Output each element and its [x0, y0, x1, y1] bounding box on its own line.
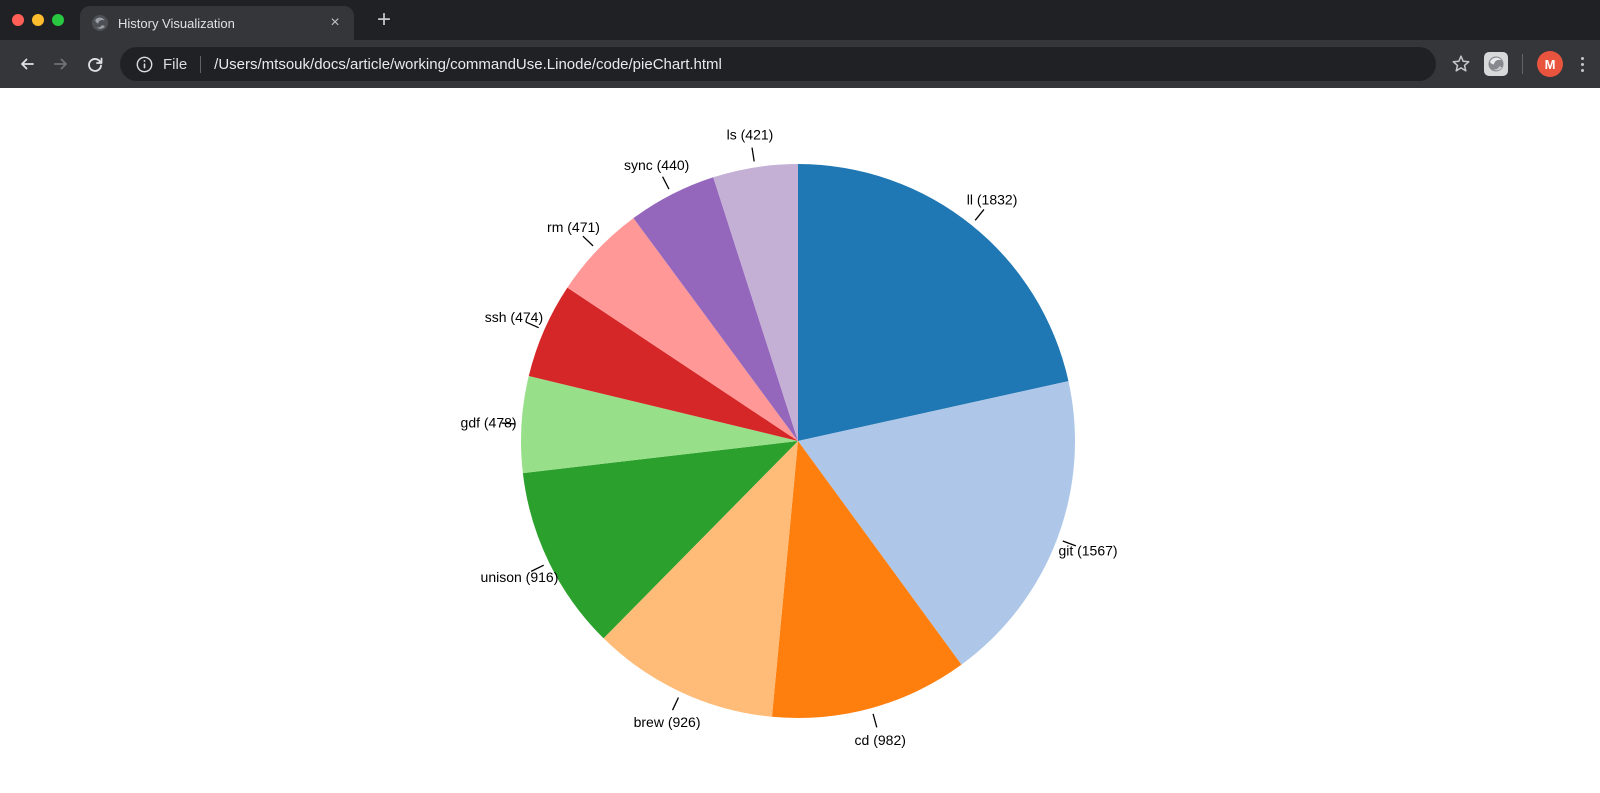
back-button[interactable]: [10, 47, 44, 81]
pie-label-gdf: gdf (478): [461, 414, 517, 430]
pie-label-ls: ls (421): [727, 127, 774, 143]
pie-slice-git: [798, 381, 1075, 665]
pie-tick-gdf: [501, 422, 516, 425]
pie-slice-ls: [713, 164, 798, 441]
info-icon[interactable]: [136, 56, 153, 73]
pie-label-cd: cd (982): [855, 732, 906, 748]
toolbar-right-icons: M: [1450, 51, 1590, 77]
pie-tick-unison: [530, 564, 545, 572]
pie-slice-unison: [522, 441, 798, 639]
kebab-menu-icon: [1581, 56, 1584, 60]
globe-icon: [92, 15, 108, 31]
window-zoom-button[interactable]: [52, 14, 64, 26]
window-close-button[interactable]: [12, 14, 24, 26]
profile-avatar[interactable]: M: [1537, 51, 1563, 77]
pie-slice-gdf: [521, 375, 798, 474]
pie-label-ssh: ssh (474): [485, 309, 543, 325]
pie-tick-ssh: [525, 321, 539, 329]
tab-history-visualization[interactable]: History Visualization ×: [80, 6, 354, 40]
forward-button[interactable]: [44, 47, 78, 81]
pie-label-git: git (1567): [1058, 542, 1117, 558]
toolbar-separator: [1522, 54, 1523, 74]
pie-tick-sync: [662, 176, 670, 190]
tab-close-icon[interactable]: ×: [330, 14, 340, 31]
back-arrow-icon: [21, 58, 34, 70]
tab-strip: History Visualization × +: [0, 0, 1600, 40]
browser-toolbar: File /Users/mtsouk/docs/article/working/…: [0, 40, 1600, 88]
address-bar[interactable]: File /Users/mtsouk/docs/article/working/…: [120, 47, 1436, 81]
pie-label-unison: unison (916): [481, 569, 559, 585]
pie-slice-ll: [798, 164, 1069, 441]
pie-slice-brew: [603, 441, 798, 717]
pie-tick-cd: [872, 713, 878, 728]
pie-tick-ls: [751, 147, 755, 162]
url-separator: [200, 55, 202, 73]
pie-label-ll: ll (1832): [967, 191, 1018, 207]
new-tab-button[interactable]: +: [376, 6, 391, 33]
forward-arrow-icon: [54, 58, 67, 70]
pie-label-brew: brew (926): [634, 714, 701, 730]
pie-slice-ssh: [528, 287, 798, 441]
browser-menu-button[interactable]: [1575, 53, 1590, 76]
extension-button[interactable]: [1484, 52, 1508, 76]
window-minimize-button[interactable]: [32, 14, 44, 26]
pie-label-sync: sync (440): [624, 157, 689, 173]
bookmark-star-icon: [1452, 55, 1470, 72]
window-controls: [12, 14, 64, 26]
extension-logo-icon: [1488, 56, 1504, 72]
pie-slice-rm: [567, 218, 798, 441]
url-scheme-label: File: [163, 55, 188, 73]
pie-tick-git: [1062, 540, 1077, 547]
pie-slice-cd: [771, 441, 962, 718]
pie-tick-brew: [671, 697, 680, 711]
pie-chart: ll (1832) git (1567) cd (982) brew (926) uni…: [461, 127, 1118, 748]
pie-tick-rm: [582, 235, 594, 247]
page-content: ll (1832) git (1567) cd (982) brew (926) uni…: [0, 88, 1600, 793]
bookmark-button[interactable]: [1450, 53, 1472, 75]
reload-icon: [88, 57, 103, 72]
pie-label-rm: rm (471): [547, 219, 600, 235]
url-text[interactable]: /Users/mtsouk/docs/article/working/comma…: [214, 55, 722, 73]
pie-tick-ll: [974, 209, 985, 221]
reload-button[interactable]: [78, 47, 112, 81]
pie-slice-sync: [633, 177, 798, 441]
tab-title: History Visualization: [118, 15, 235, 31]
